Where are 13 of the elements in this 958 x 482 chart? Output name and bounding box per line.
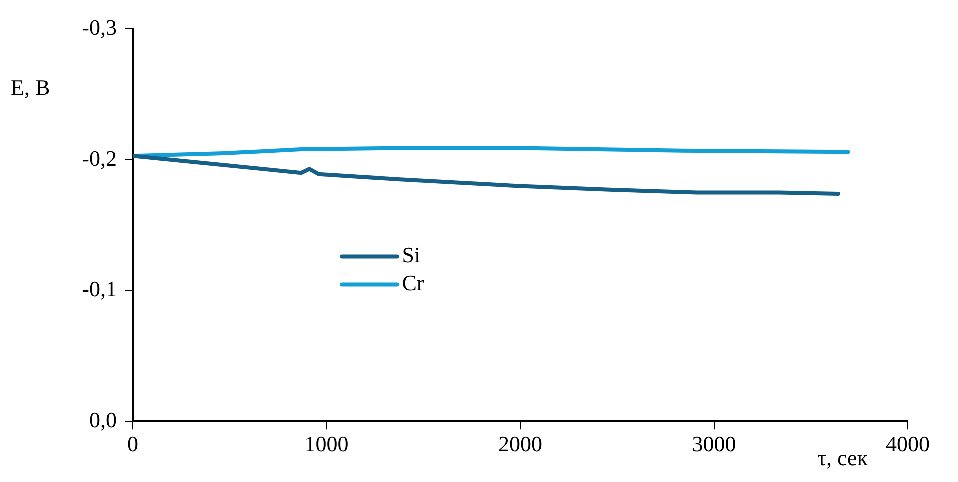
- x-tick-label: 3000: [692, 432, 736, 457]
- y-tick-label: -0,2: [82, 146, 117, 171]
- y-axis-title: E, В: [11, 74, 50, 100]
- x-tick-label: 2000: [498, 432, 542, 457]
- y-tick-label: -0,1: [82, 276, 117, 302]
- x-tick-label: 4000: [886, 432, 930, 457]
- x-tick-label: 1000: [304, 432, 349, 457]
- legend-label: Cr: [402, 270, 425, 296]
- y-tick-label: 0,0: [90, 407, 117, 432]
- legend-label: Si: [402, 242, 421, 268]
- x-axis-title: τ, сек: [818, 445, 868, 470]
- y-tick-label: -0,3: [82, 14, 117, 40]
- x-tick-label: 0: [128, 432, 138, 457]
